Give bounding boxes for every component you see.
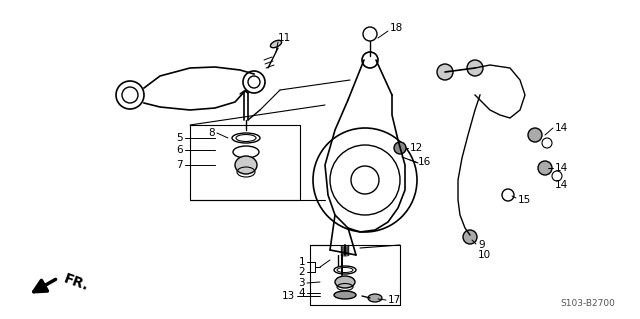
Text: 14: 14 xyxy=(555,163,568,173)
Text: 5: 5 xyxy=(177,133,183,143)
Circle shape xyxy=(538,161,552,175)
Text: 4: 4 xyxy=(298,288,305,298)
Ellipse shape xyxy=(235,156,257,174)
Circle shape xyxy=(437,64,453,80)
Text: 10: 10 xyxy=(478,250,491,260)
Ellipse shape xyxy=(271,40,282,48)
Text: 12: 12 xyxy=(410,143,423,153)
Text: S103-B2700: S103-B2700 xyxy=(560,299,615,308)
Text: 7: 7 xyxy=(177,160,183,170)
Text: 6: 6 xyxy=(177,145,183,155)
Text: 15: 15 xyxy=(518,195,531,205)
Ellipse shape xyxy=(335,276,355,288)
Text: 8: 8 xyxy=(209,128,215,138)
Text: 1: 1 xyxy=(298,257,305,267)
Text: 18: 18 xyxy=(390,23,403,33)
Text: 9: 9 xyxy=(478,240,484,250)
Text: 14: 14 xyxy=(555,180,568,190)
Text: 3: 3 xyxy=(298,278,305,288)
Text: 14: 14 xyxy=(555,123,568,133)
Text: 11: 11 xyxy=(278,33,291,43)
Text: 16: 16 xyxy=(418,157,431,167)
Circle shape xyxy=(463,230,477,244)
Text: 13: 13 xyxy=(282,291,295,301)
Text: 17: 17 xyxy=(388,295,401,305)
Ellipse shape xyxy=(368,294,382,302)
Ellipse shape xyxy=(334,291,356,299)
Circle shape xyxy=(394,142,406,154)
Circle shape xyxy=(528,128,542,142)
Text: FR.: FR. xyxy=(62,272,91,294)
Text: 2: 2 xyxy=(298,267,305,277)
Circle shape xyxy=(467,60,483,76)
